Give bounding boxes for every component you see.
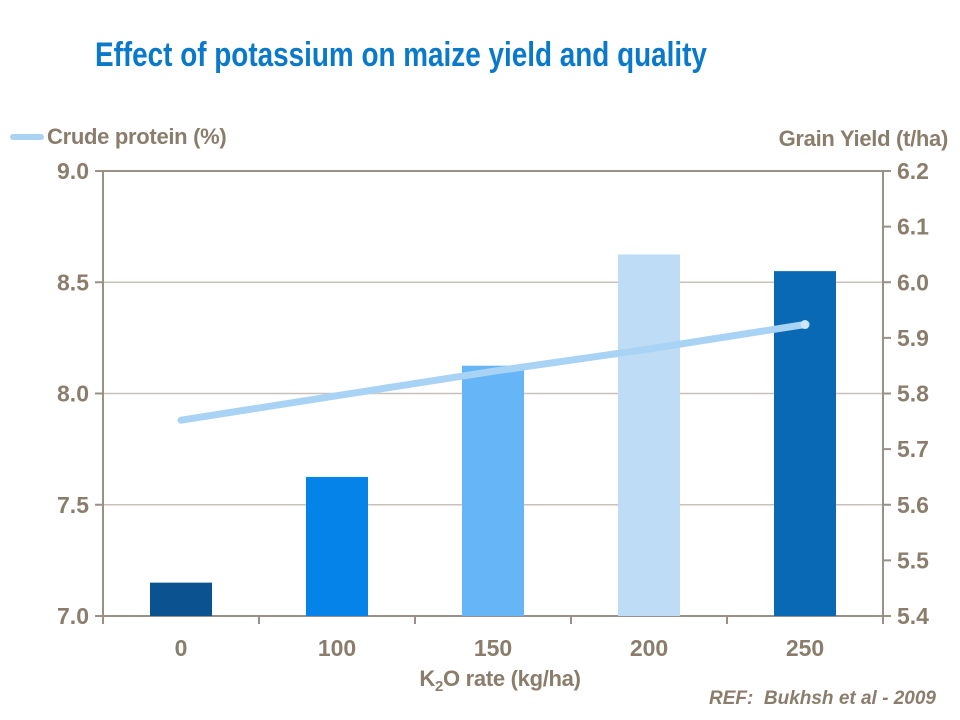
x-axis-title-pre: K: [419, 666, 435, 691]
x-category-label: 100: [318, 635, 356, 661]
line-series-swatch: [10, 134, 44, 140]
right-axis-tick-label: 5.4: [897, 603, 929, 629]
right-axis-tick-label: 5.6: [897, 492, 929, 518]
chart-title: Effect of potassium on maize yield and q…: [95, 36, 707, 74]
left-axis-tick-label: 9.0: [57, 158, 89, 184]
x-axis-title-subscript: 2: [434, 678, 444, 695]
right-axis-tick-label: 6.1: [897, 214, 929, 240]
x-axis-title-post: O rate (kg/ha): [443, 666, 581, 691]
left-axis-tick-label: 8.5: [57, 269, 89, 295]
grain-yield-bar-100: [306, 476, 368, 616]
legend-label: Crude protein (%): [47, 124, 227, 149]
crude-protein-line: [177, 321, 809, 424]
left-axis-tick-label: 8.0: [57, 381, 89, 407]
grain-yield-bar-150: [462, 365, 524, 616]
x-category-label: 200: [630, 635, 668, 661]
left-axis-tick-label: 7.5: [57, 492, 89, 518]
x-category-label: 150: [474, 635, 512, 661]
grain-yield-bar-200: [618, 254, 680, 616]
right-axis-tick-label: 5.8: [897, 381, 929, 407]
x-axis-title: K2O rate (kg/ha): [419, 666, 581, 695]
right-axis-tick-label: 5.9: [897, 325, 929, 351]
right-axis-tick-label: 6.2: [897, 158, 929, 184]
left-axis-tick-label: 7.0: [57, 603, 89, 629]
x-category-label: 250: [786, 635, 824, 661]
reference-note: REF: Bukhsh et al - 2009: [708, 688, 936, 709]
right-axis-tick-label: 6.0: [897, 269, 929, 295]
x-category-label: 0: [175, 635, 188, 661]
legend-crude-protein: Crude protein (%): [10, 124, 227, 150]
right-axis-tick-label: 5.7: [897, 436, 929, 462]
crude-protein-line-endpoint: [800, 320, 810, 330]
right-axis-title: Grain Yield (t/ha): [778, 126, 949, 151]
right-axis-tick-label: 5.5: [897, 547, 929, 573]
grain-yield-bar-0: [150, 582, 212, 616]
